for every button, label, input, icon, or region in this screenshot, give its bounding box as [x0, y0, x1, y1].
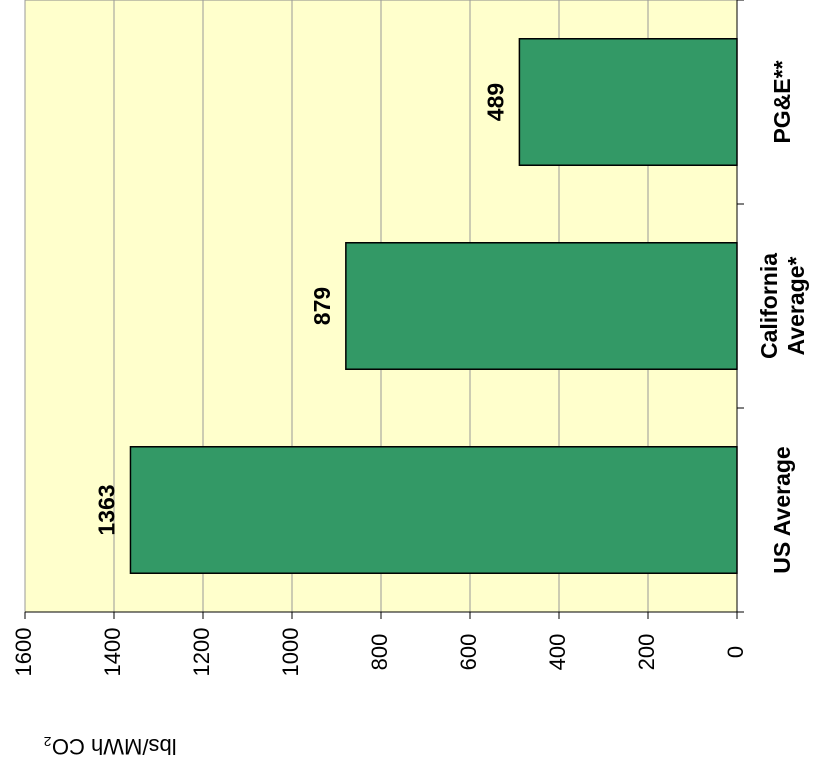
y-tick-label: 1200	[189, 628, 214, 677]
y-tick-label: 1000	[278, 628, 303, 677]
y-tick-label: 400	[545, 634, 570, 671]
y-tick-label: 600	[456, 634, 481, 671]
bar	[345, 242, 738, 370]
data-label: 879	[309, 287, 335, 325]
bar	[129, 446, 738, 574]
y-tick-label: 800	[367, 634, 392, 671]
axis-label: lbs/MWh CO₂	[43, 734, 176, 759]
y-tick-label: 0	[723, 646, 748, 658]
data-label: 489	[482, 83, 508, 121]
y-tick-label: 200	[634, 634, 659, 671]
x-tick-label: US Average	[769, 446, 795, 573]
x-tick-label: CaliforniaAverage*	[756, 253, 809, 359]
y-tick-label: 1400	[100, 628, 125, 677]
bar	[518, 38, 738, 166]
x-tick-label: PG&E**	[769, 60, 795, 143]
y-tick-label: 1600	[11, 628, 36, 677]
data-label: 1363	[94, 484, 120, 535]
